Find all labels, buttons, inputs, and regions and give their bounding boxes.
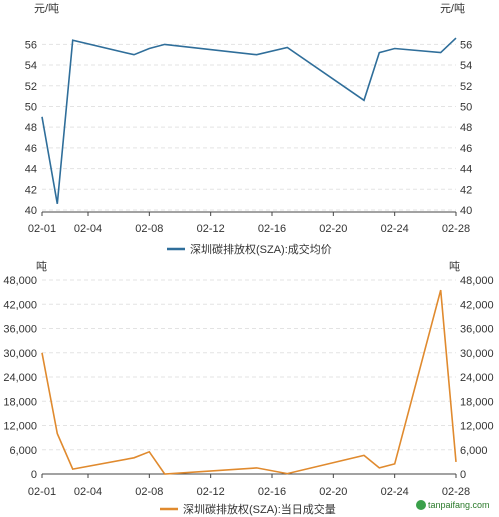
volume-y-tick-right: 48,000 bbox=[460, 275, 494, 287]
volume-y-tick-left: 30,000 bbox=[3, 348, 37, 360]
volume-y-tick-right: 6,000 bbox=[460, 445, 488, 457]
volume-unit-right: 吨 bbox=[449, 260, 460, 273]
watermark: tanpaifang.com bbox=[416, 500, 490, 510]
price-y-tick-left: 56 bbox=[25, 39, 37, 51]
volume-y-tick-left: 0 bbox=[31, 469, 37, 481]
price-y-tick-right: 52 bbox=[460, 81, 472, 93]
price-unit-right: 元/吨 bbox=[440, 2, 465, 15]
volume-y-tick-left: 18,000 bbox=[3, 396, 37, 408]
volume-y-tick-right: 30,000 bbox=[460, 348, 494, 360]
volume-x-tick-label: 02-12 bbox=[197, 486, 225, 498]
price-x-tick-label: 02-08 bbox=[135, 223, 163, 235]
price-x-tick-label: 02-01 bbox=[28, 223, 56, 235]
price-x-tick-label: 02-20 bbox=[319, 223, 347, 235]
volume-y-ticks-left: 0 6,000 12,000 18,000 24,000 30,000 36,000 42,0… bbox=[3, 275, 37, 481]
price-y-tick-left: 50 bbox=[25, 101, 37, 113]
price-x-tick-label: 02-04 bbox=[74, 223, 102, 235]
volume-unit-left: 吨 bbox=[36, 260, 47, 273]
price-y-ticks-left: 40 42 44 46 48 50 52 54 56 bbox=[25, 39, 37, 217]
volume-y-tick-right: 24,000 bbox=[460, 372, 494, 384]
volume-x-ticks: 02-01 02-04 02-08 02-12 02-16 02-20 02-24 02-28 bbox=[28, 474, 470, 498]
price-y-tick-right: 56 bbox=[460, 39, 472, 51]
price-y-tick-right: 40 bbox=[460, 205, 472, 217]
volume-x-tick-label: 02-16 bbox=[258, 486, 286, 498]
price-legend[interactable]: 深圳碳排放权(SZA):成交均价 bbox=[167, 242, 332, 256]
price-x-tick-label: 02-16 bbox=[258, 223, 286, 235]
volume-x-tick-label: 02-01 bbox=[28, 486, 56, 498]
price-y-tick-right: 48 bbox=[460, 122, 472, 134]
price-y-tick-right: 54 bbox=[460, 60, 472, 72]
price-x-tick-label: 02-12 bbox=[197, 223, 225, 235]
volume-x-tick-label: 02-08 bbox=[135, 486, 163, 498]
volume-y-tick-left: 42,000 bbox=[3, 299, 37, 311]
price-y-ticks-right: 40 42 44 46 48 50 52 54 56 bbox=[460, 39, 472, 217]
price-x-tick-label: 02-28 bbox=[442, 223, 470, 235]
volume-legend-label: 深圳碳排放权(SZA):当日成交量 bbox=[183, 502, 336, 516]
volume-y-tick-right: 18,000 bbox=[460, 396, 494, 408]
volume-gridlines bbox=[42, 279, 456, 475]
price-y-tick-right: 44 bbox=[460, 164, 472, 176]
volume-y-tick-left: 36,000 bbox=[3, 324, 37, 336]
price-y-tick-left: 40 bbox=[25, 205, 37, 217]
price-y-tick-right: 46 bbox=[460, 143, 472, 155]
price-y-tick-left: 48 bbox=[25, 122, 37, 134]
price-legend-label: 深圳碳排放权(SZA):成交均价 bbox=[190, 242, 332, 256]
volume-y-tick-right: 0 bbox=[460, 469, 466, 481]
price-y-tick-left: 52 bbox=[25, 81, 37, 93]
volume-y-tick-left: 6,000 bbox=[9, 445, 37, 457]
volume-y-tick-right: 42,000 bbox=[460, 299, 494, 311]
volume-y-ticks-right: 0 6,000 12,000 18,000 24,000 30,000 36,000 42,0… bbox=[460, 275, 494, 481]
volume-y-tick-left: 12,000 bbox=[3, 421, 37, 433]
price-x-ticks: 02-01 02-04 02-08 02-12 02-16 02-20 02-24 02-28 bbox=[28, 212, 470, 235]
watermark-logo-icon bbox=[416, 500, 426, 510]
volume-y-tick-left: 24,000 bbox=[3, 372, 37, 384]
price-x-tick-label: 02-24 bbox=[381, 223, 409, 235]
price-y-tick-right: 42 bbox=[460, 184, 472, 196]
volume-x-tick-label: 02-04 bbox=[74, 486, 102, 498]
volume-x-tick-label: 02-28 bbox=[442, 486, 470, 498]
volume-y-tick-right: 36,000 bbox=[460, 324, 494, 336]
volume-legend[interactable]: 深圳碳排放权(SZA):当日成交量 bbox=[160, 502, 336, 516]
volume-x-tick-label: 02-24 bbox=[381, 486, 409, 498]
price-y-tick-left: 42 bbox=[25, 184, 37, 196]
price-y-tick-left: 54 bbox=[25, 60, 37, 72]
volume-x-tick-label: 02-20 bbox=[319, 486, 347, 498]
price-gridlines bbox=[42, 43, 456, 211]
price-y-tick-right: 50 bbox=[460, 101, 472, 113]
price-chart: 元/吨 元/吨 40 42 44 46 48 50 52 54 56 40 42 44 46 48 50 5… bbox=[25, 2, 473, 256]
volume-y-tick-right: 12,000 bbox=[460, 421, 494, 433]
volume-chart: 吨 吨 0 6,000 12,000 18,000 24,000 30,000 36,000… bbox=[3, 260, 493, 516]
price-series-line bbox=[41, 37, 457, 204]
volume-series-line bbox=[41, 289, 457, 475]
price-y-tick-left: 46 bbox=[25, 143, 37, 155]
price-unit-left: 元/吨 bbox=[34, 2, 59, 15]
watermark-text: tanpaifang.com bbox=[428, 500, 490, 510]
volume-y-tick-left: 48,000 bbox=[3, 275, 37, 287]
price-y-tick-left: 44 bbox=[25, 164, 37, 176]
